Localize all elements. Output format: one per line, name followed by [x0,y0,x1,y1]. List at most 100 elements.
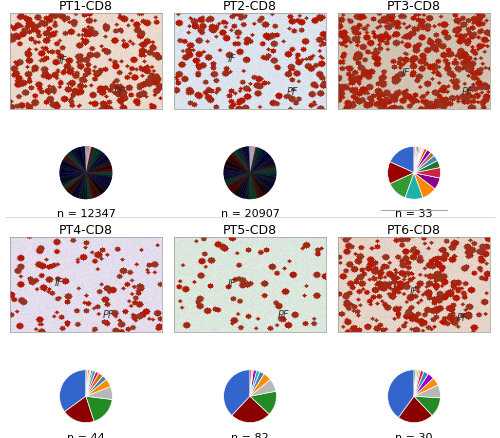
Wedge shape [240,173,250,198]
Title: PT5-CD8: PT5-CD8 [223,223,277,237]
Wedge shape [60,173,86,177]
Wedge shape [62,160,86,173]
Text: IF: IF [228,54,236,64]
Text: PF: PF [278,310,289,320]
Wedge shape [60,167,86,173]
Wedge shape [224,173,250,177]
Wedge shape [242,148,250,173]
Wedge shape [66,173,86,191]
Wedge shape [224,173,250,179]
Wedge shape [86,173,95,198]
Wedge shape [86,147,93,173]
Wedge shape [248,173,250,199]
Wedge shape [86,163,111,173]
Wedge shape [66,156,86,173]
Wedge shape [224,171,250,173]
Wedge shape [414,160,440,173]
Wedge shape [224,166,250,173]
Wedge shape [246,146,250,173]
Wedge shape [250,162,274,173]
Wedge shape [232,396,270,423]
Wedge shape [250,173,260,198]
Wedge shape [86,173,112,178]
Wedge shape [250,167,276,173]
Wedge shape [73,149,86,173]
Text: IF: IF [228,279,236,290]
Wedge shape [63,159,86,173]
Wedge shape [414,146,417,173]
Wedge shape [86,146,88,173]
Wedge shape [414,173,435,198]
Wedge shape [224,166,250,173]
Wedge shape [248,173,250,199]
Wedge shape [250,166,276,173]
Wedge shape [64,158,86,173]
Wedge shape [86,165,111,173]
Wedge shape [414,155,438,173]
Wedge shape [66,155,86,173]
Wedge shape [250,173,271,190]
Wedge shape [250,173,258,198]
Wedge shape [236,173,250,195]
Wedge shape [250,152,267,173]
Wedge shape [86,169,112,173]
Title: PT4-CD8: PT4-CD8 [59,223,113,237]
Wedge shape [250,150,264,173]
Wedge shape [86,173,112,177]
Wedge shape [86,148,96,173]
Wedge shape [79,173,86,198]
Wedge shape [86,173,90,199]
Wedge shape [86,151,102,173]
Title: PT6-CD8: PT6-CD8 [387,223,441,237]
Wedge shape [250,153,271,173]
Wedge shape [241,148,250,173]
Wedge shape [86,161,110,173]
Wedge shape [62,161,86,173]
Wedge shape [86,173,105,194]
Wedge shape [239,148,250,173]
Wedge shape [86,173,110,184]
Wedge shape [86,173,100,196]
Text: n = 30: n = 30 [396,433,433,438]
Wedge shape [238,173,250,196]
Wedge shape [250,151,266,173]
Wedge shape [250,160,274,173]
Wedge shape [86,173,88,199]
Wedge shape [64,173,86,187]
Wedge shape [414,148,424,173]
Wedge shape [86,173,112,180]
Wedge shape [229,155,250,173]
Wedge shape [250,146,252,173]
Wedge shape [240,173,250,198]
Wedge shape [250,147,259,173]
Wedge shape [86,147,90,173]
Wedge shape [227,173,250,186]
Wedge shape [66,173,86,191]
Wedge shape [250,173,267,195]
Text: PF: PF [103,310,115,320]
Wedge shape [86,153,104,173]
Wedge shape [232,173,250,193]
Wedge shape [86,169,112,173]
Wedge shape [224,172,250,173]
Wedge shape [224,173,250,175]
Wedge shape [86,169,112,173]
Wedge shape [86,373,103,396]
Wedge shape [250,147,256,173]
Wedge shape [250,173,260,198]
Wedge shape [249,173,250,199]
Wedge shape [80,147,86,173]
Wedge shape [63,173,86,186]
Wedge shape [250,147,257,173]
Wedge shape [230,154,250,173]
Wedge shape [70,173,86,194]
Wedge shape [250,150,265,173]
Wedge shape [60,167,86,173]
Wedge shape [227,173,250,186]
Wedge shape [86,147,92,173]
Wedge shape [250,147,254,173]
Wedge shape [246,147,250,173]
Wedge shape [250,173,260,198]
Wedge shape [86,173,100,195]
Wedge shape [250,147,255,173]
